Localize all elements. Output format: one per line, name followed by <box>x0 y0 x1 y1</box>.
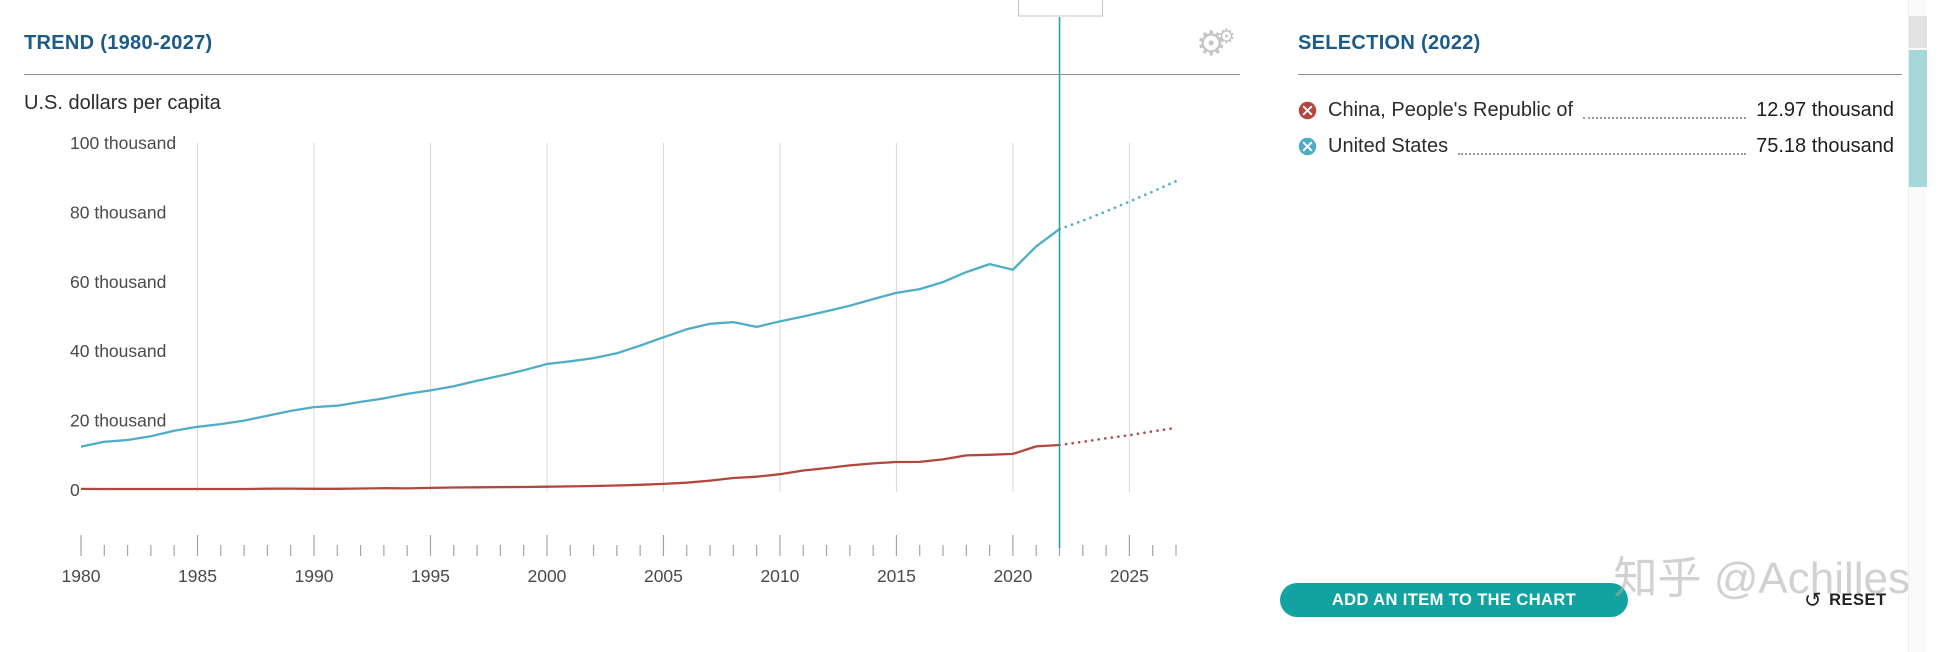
selection-item-name: China, People's Republic of <box>1328 98 1574 121</box>
selection-title: SELECTION (2022) <box>1298 32 1481 54</box>
reset-label: RESET <box>1829 591 1887 609</box>
selection-list: China, People's Republic of 12.97 thousa… <box>1298 92 1898 164</box>
selection-item-value: 12.97 thousand <box>1756 98 1894 121</box>
trend-chart[interactable]: 0 20 thousand 40 thousand 60 thousand 80 tho… <box>0 0 1260 620</box>
series-line[interactable] <box>80 443 1060 491</box>
add-item-button[interactable]: ADD AN ITEM TO THE CHART <box>1280 583 1628 617</box>
year-tooltip-stub <box>1018 0 1104 17</box>
unit-label: U.S. dollars per capita <box>24 92 221 114</box>
y-tick-label: 100 thousand <box>70 133 176 153</box>
x-tick-label: 1990 <box>295 566 334 586</box>
selection-item-united-states[interactable]: United States 75.18 thousand <box>1298 128 1898 164</box>
y-tick-label: 20 thousand <box>70 411 166 431</box>
series-projection-dotted <box>1058 426 1178 447</box>
y-tick-label: 60 thousand <box>70 272 166 292</box>
settings-gear-icon[interactable]: ⚙⚙ <box>1196 24 1235 64</box>
china-legend-icon <box>1298 101 1317 119</box>
series-projection-dotted <box>1058 179 1178 231</box>
x-tick-label: 2000 <box>527 566 566 586</box>
series-line[interactable] <box>80 228 1061 448</box>
scrollbar-thumb[interactable] <box>1909 50 1927 187</box>
x-tick-label: 2010 <box>760 566 799 586</box>
gear-icon-small: ⚙ <box>1217 26 1236 48</box>
scrollbar-track[interactable] <box>1908 0 1927 652</box>
x-tick-label: 2020 <box>993 566 1032 586</box>
y-tick-label: 40 thousand <box>70 341 166 361</box>
gear-icon-large: ⚙ <box>1196 25 1227 63</box>
selection-item-china[interactable]: China, People's Republic of 12.97 thousa… <box>1298 92 1898 128</box>
united-states-legend-icon <box>1298 137 1317 155</box>
x-tick-label: 1985 <box>178 566 217 586</box>
scrollbar-segment <box>1909 16 1927 48</box>
x-tick-label: 1980 <box>62 566 101 586</box>
y-tick-label: 80 thousand <box>70 202 166 222</box>
x-tick-label: 2025 <box>1110 566 1149 586</box>
x-tick-label: 2005 <box>644 566 683 586</box>
reset-button[interactable]: ↺ RESET <box>1804 588 1887 613</box>
dotted-leader <box>1583 107 1747 119</box>
x-tick-label: 2015 <box>877 566 916 586</box>
selection-item-name: United States <box>1328 134 1449 157</box>
dotted-leader <box>1458 143 1747 155</box>
x-tick-label: 1995 <box>411 566 450 586</box>
selection-header-divider <box>1298 74 1902 75</box>
trend-header-divider <box>24 74 1240 75</box>
y-tick-label: 0 <box>70 480 80 500</box>
trend-title: TREND (1980-2027) <box>24 32 213 54</box>
reset-icon: ↺ <box>1804 589 1823 612</box>
selection-item-value: 75.18 thousand <box>1756 134 1894 157</box>
